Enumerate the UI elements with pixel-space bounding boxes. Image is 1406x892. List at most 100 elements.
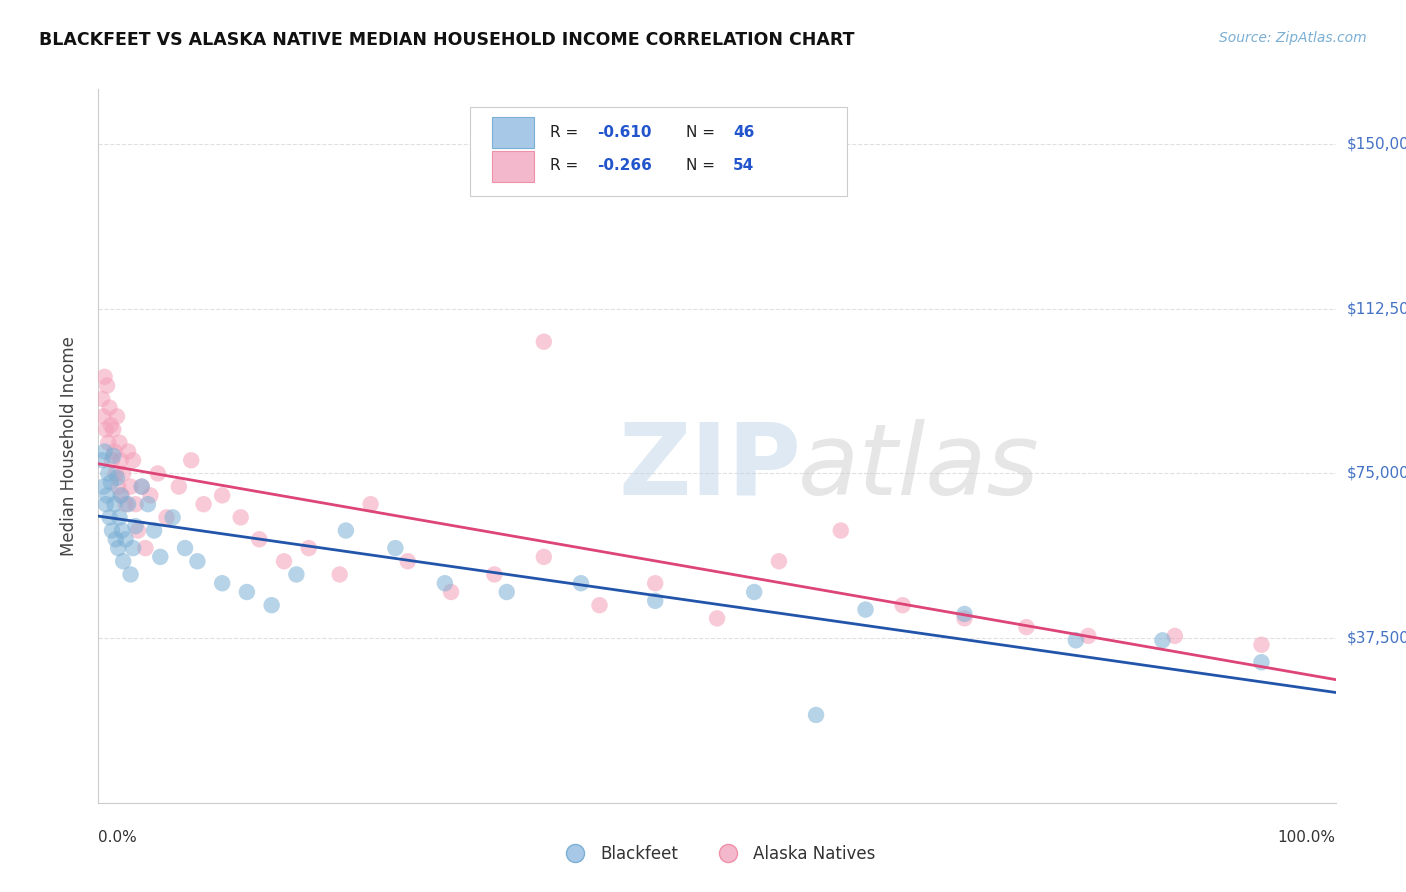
Point [273,554,295,568]
Point [396,554,419,568]
Point [139,488,162,502]
Point [134,541,156,555]
Point [93,369,115,384]
Text: -0.266: -0.266 [598,158,652,173]
Point [124,519,146,533]
Point [98,401,121,415]
Point [94,497,117,511]
Point [103,497,125,511]
Point [298,541,321,555]
Text: Source: ZipAtlas.com: Source: ZipAtlas.com [1219,31,1367,45]
Point [855,602,877,616]
Point [768,554,790,568]
FancyBboxPatch shape [470,107,846,196]
Point [101,453,124,467]
Point [533,334,555,349]
Point [433,576,456,591]
Point [953,607,976,621]
Point [644,576,666,591]
Point [112,467,135,481]
Point [120,480,142,494]
Point [1250,638,1272,652]
Point [104,533,127,547]
Point [110,453,132,467]
Point [104,467,127,481]
Point [103,444,125,458]
FancyBboxPatch shape [492,117,534,148]
Point [149,549,172,564]
Point [97,435,120,450]
Point [131,480,153,494]
Point [891,598,914,612]
Text: -0.610: -0.610 [598,125,651,139]
Point [91,392,114,406]
Point [117,444,139,458]
Text: ZIP: ZIP [619,419,801,516]
Text: $37,500: $37,500 [1347,631,1406,646]
Point [167,480,190,494]
Point [114,533,136,547]
Point [440,585,463,599]
Point [236,585,259,599]
Point [100,475,122,490]
Point [108,510,131,524]
Point [186,554,208,568]
Point [229,510,252,524]
Point [105,471,128,485]
Point [107,480,129,494]
Point [143,524,166,538]
Point [117,497,139,511]
Point [127,524,149,538]
Point [107,541,129,555]
Point [94,423,117,437]
Point [180,453,202,467]
Point [211,488,233,502]
Text: atlas: atlas [797,419,1039,516]
Point [644,594,666,608]
Point [124,497,146,511]
Legend: Blackfeet, Alaska Natives: Blackfeet, Alaska Natives [553,838,882,870]
Point [533,549,555,564]
Point [122,541,145,555]
Point [384,541,406,555]
Text: 0.0%: 0.0% [98,830,138,845]
Point [1077,629,1099,643]
Point [742,585,765,599]
Point [1152,633,1174,648]
Point [953,611,976,625]
Point [193,497,215,511]
Text: $75,000: $75,000 [1347,466,1406,481]
Point [155,510,177,524]
Y-axis label: Median Household Income: Median Household Income [59,336,77,556]
Point [112,554,135,568]
Text: 46: 46 [733,125,755,139]
Point [114,497,136,511]
Point [101,524,124,538]
Text: R =: R = [550,125,583,139]
Point [146,467,169,481]
Point [335,524,357,538]
Point [105,409,128,424]
Point [211,576,233,591]
Text: 54: 54 [733,158,755,173]
Point [360,497,382,511]
Text: N =: N = [686,158,720,173]
Point [162,510,184,524]
Point [1064,633,1087,648]
Point [174,541,197,555]
Point [111,488,134,502]
Point [93,444,115,458]
Text: BLACKFEET VS ALASKA NATIVE MEDIAN HOUSEHOLD INCOME CORRELATION CHART: BLACKFEET VS ALASKA NATIVE MEDIAN HOUSEH… [39,31,855,49]
Point [329,567,352,582]
Point [495,585,517,599]
Point [96,378,118,392]
Text: $112,500: $112,500 [1347,301,1406,317]
Point [1015,620,1038,634]
FancyBboxPatch shape [492,151,534,182]
Point [260,598,283,612]
Point [804,708,827,723]
Point [131,480,153,494]
Text: 100.0%: 100.0% [1278,830,1336,845]
Point [120,567,142,582]
Point [97,467,120,481]
